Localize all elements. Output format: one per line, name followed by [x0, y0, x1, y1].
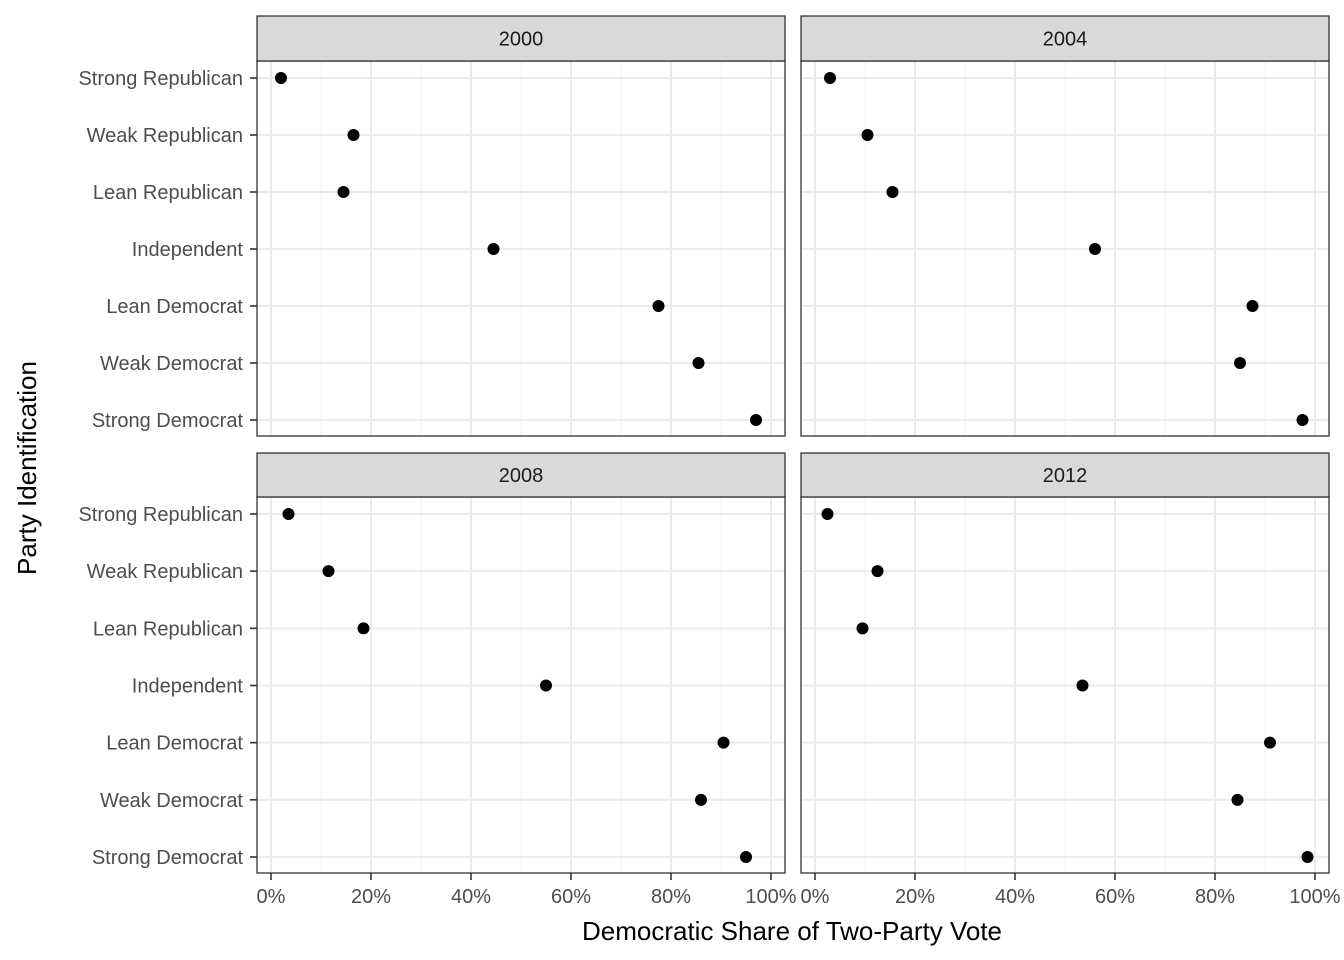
x-tick-label: 80%	[651, 886, 691, 908]
data-point	[871, 565, 884, 578]
panel-2004: 2004	[800, 15, 1330, 437]
x-tick-label: 0%	[801, 886, 830, 908]
y-tick-label: Independent	[132, 239, 244, 261]
panel-2000: 2000	[256, 15, 786, 437]
y-tick-label: Lean Republican	[93, 182, 243, 204]
data-point	[695, 793, 707, 806]
data-point	[856, 622, 869, 635]
x-tick-label: 40%	[451, 886, 491, 908]
y-tick-label: Lean Democrat	[106, 296, 243, 318]
x-tick-label: 100%	[745, 886, 796, 908]
data-point	[1246, 300, 1259, 312]
y-tick-label: Strong Republican	[78, 68, 243, 90]
x-tick-label: 40%	[995, 886, 1035, 908]
data-point	[692, 357, 705, 369]
data-point	[740, 851, 752, 863]
x-tick-label: 0%	[257, 886, 286, 908]
data-point	[487, 243, 500, 255]
y-tick-label: Weak Democrat	[100, 353, 243, 375]
facet-strip	[256, 15, 786, 62]
facet-strip	[800, 15, 1330, 62]
y-tick-label: Weak Republican	[87, 561, 243, 583]
facet-strip-label: 2008	[499, 465, 544, 487]
data-point	[821, 508, 834, 520]
data-point	[824, 72, 836, 84]
data-point	[861, 129, 874, 141]
data-point	[750, 414, 762, 426]
panel-2012: 2012	[800, 452, 1330, 874]
facet-strip-label: 2000	[499, 29, 544, 51]
x-axis-title: Democratic Share of Two-Party Vote	[582, 916, 1002, 946]
y-tick-label: Weak Republican	[87, 125, 243, 147]
y-tick-label: Weak Democrat	[100, 790, 243, 812]
data-point	[275, 72, 287, 84]
facet-panels: 2000 2004 2008 2012	[256, 15, 1330, 874]
y-tick-label: Strong Republican	[78, 504, 243, 526]
data-point	[337, 186, 350, 198]
data-point	[1264, 736, 1276, 749]
facet-strip	[256, 452, 786, 498]
facet-strip-label: 2004	[1043, 29, 1088, 51]
data-point	[1076, 679, 1089, 692]
y-tick-label: Lean Republican	[93, 618, 243, 640]
y-axis-tick-labels: Strong Republican Weak Republican Lean Rep…	[78, 68, 257, 869]
x-tick-label: 60%	[551, 886, 591, 908]
data-point	[347, 129, 360, 141]
x-tick-label: 100%	[1289, 886, 1340, 908]
y-tick-label: Strong Democrat	[92, 410, 244, 432]
data-point	[1234, 357, 1246, 369]
x-tick-label: 80%	[1195, 886, 1235, 908]
data-point	[717, 736, 730, 749]
data-point	[1301, 851, 1314, 863]
x-tick-label: 20%	[895, 886, 935, 908]
x-tick-label: 60%	[1095, 886, 1135, 908]
facet-strip-label: 2012	[1043, 465, 1088, 487]
panel-2008: 2008	[256, 452, 786, 874]
data-point	[322, 565, 335, 578]
data-point	[652, 300, 665, 312]
y-tick-label: Strong Democrat	[92, 847, 244, 869]
y-tick-label: Lean Democrat	[106, 733, 243, 755]
x-axis-tick-labels: 0% 20% 40% 60% 80% 100% 0% 20% 40% 60% 80% 100%	[257, 873, 1341, 908]
data-point	[1089, 243, 1101, 255]
data-point	[1231, 793, 1244, 806]
data-point	[1296, 414, 1309, 426]
y-axis-title: Party Identification	[12, 361, 42, 575]
data-point	[540, 679, 552, 692]
data-point	[357, 622, 370, 635]
data-point	[282, 508, 295, 520]
x-tick-label: 20%	[351, 886, 391, 908]
facet-strip	[800, 452, 1330, 498]
y-tick-label: Independent	[132, 676, 244, 698]
data-point	[886, 186, 899, 198]
